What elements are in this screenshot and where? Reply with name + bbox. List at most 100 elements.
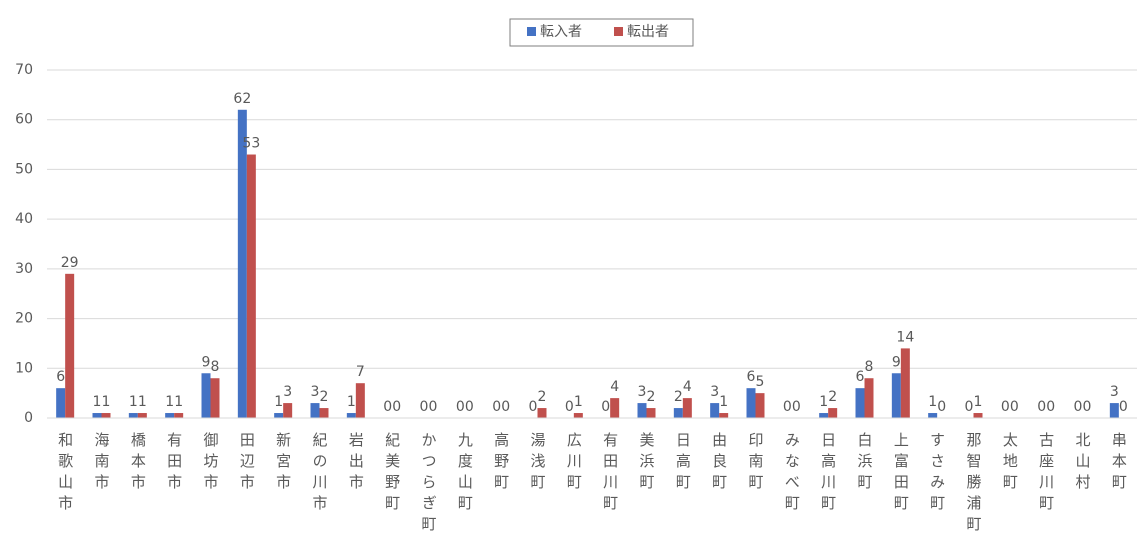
data-label: 0 bbox=[565, 399, 574, 415]
data-label: 3 bbox=[710, 384, 719, 400]
bar bbox=[855, 388, 865, 418]
data-label: 1 bbox=[719, 394, 728, 410]
data-label: 1 bbox=[165, 394, 174, 410]
x-tick-label: 印南町 bbox=[747, 432, 765, 495]
data-label: 3 bbox=[283, 384, 292, 400]
x-tick-label: 高野町 bbox=[492, 432, 510, 495]
data-label: 0 bbox=[1046, 399, 1055, 415]
data-label: 1 bbox=[102, 394, 111, 410]
bar bbox=[828, 408, 838, 418]
data-label: 14 bbox=[896, 329, 914, 345]
data-label: 8 bbox=[211, 359, 220, 375]
bar bbox=[755, 393, 765, 418]
x-tick-label: 太地町 bbox=[1001, 432, 1019, 495]
data-label: 0 bbox=[792, 399, 801, 415]
x-tick-label: 九度山町 bbox=[456, 432, 474, 516]
x-tick-label: 和歌山市 bbox=[56, 432, 74, 516]
data-label: 0 bbox=[392, 399, 401, 415]
legend-box bbox=[509, 18, 694, 47]
bar bbox=[346, 413, 356, 418]
data-label: 0 bbox=[492, 399, 501, 415]
y-tick-label: 70 bbox=[15, 62, 33, 78]
data-label: 0 bbox=[783, 399, 792, 415]
bar bbox=[355, 383, 365, 418]
x-tick-label: 紀の川市 bbox=[311, 432, 329, 516]
data-label: 0 bbox=[1119, 399, 1128, 415]
bar bbox=[319, 408, 329, 418]
data-label: 0 bbox=[937, 399, 946, 415]
data-label: 2 bbox=[674, 389, 683, 405]
bar bbox=[682, 398, 692, 418]
data-label: 1 bbox=[138, 394, 147, 410]
data-label: 9 bbox=[202, 354, 211, 370]
bar bbox=[646, 408, 656, 418]
data-label: 1 bbox=[819, 394, 828, 410]
bar bbox=[928, 413, 938, 418]
bar bbox=[283, 403, 293, 418]
legend-swatch bbox=[614, 27, 623, 36]
x-tick-label: 美浜町 bbox=[638, 432, 656, 495]
bar bbox=[637, 403, 647, 418]
data-label: 0 bbox=[429, 399, 438, 415]
bar bbox=[174, 413, 184, 418]
bar bbox=[210, 378, 220, 418]
data-label: 53 bbox=[242, 136, 260, 152]
data-label: 0 bbox=[1010, 399, 1019, 415]
data-label: 0 bbox=[456, 399, 465, 415]
x-tick-label: 田辺市 bbox=[238, 432, 256, 495]
data-label: 4 bbox=[610, 379, 619, 395]
legend-label: 転出者 bbox=[627, 24, 669, 40]
data-label: 0 bbox=[965, 399, 974, 415]
data-label: 0 bbox=[1074, 399, 1083, 415]
bar bbox=[56, 388, 66, 418]
data-label: 4 bbox=[683, 379, 692, 395]
data-label: 0 bbox=[601, 399, 610, 415]
bar bbox=[719, 413, 729, 418]
bar bbox=[246, 154, 256, 418]
x-tick-label: 海南市 bbox=[93, 432, 111, 495]
data-label: 1 bbox=[274, 394, 283, 410]
data-label: 3 bbox=[638, 384, 647, 400]
bar bbox=[101, 413, 111, 418]
data-label: 0 bbox=[1083, 399, 1092, 415]
data-label: 6 bbox=[56, 369, 65, 385]
bar bbox=[137, 413, 147, 418]
bar bbox=[92, 413, 102, 418]
x-tick-label: 新宮市 bbox=[274, 432, 292, 495]
x-tick-label: 那智勝浦町 bbox=[965, 432, 983, 535]
bar bbox=[673, 408, 683, 418]
y-tick-label: 40 bbox=[15, 211, 33, 227]
x-tick-label: 広川町 bbox=[565, 432, 583, 495]
data-label: 5 bbox=[756, 374, 765, 390]
x-tick-label: みなべ町 bbox=[783, 432, 801, 516]
x-tick-label: 紀美野町 bbox=[383, 432, 401, 516]
data-label: 3 bbox=[1110, 384, 1119, 400]
x-tick-label: 由良町 bbox=[710, 432, 728, 495]
x-tick-label: 日高川町 bbox=[819, 432, 837, 516]
bar bbox=[900, 348, 910, 418]
bar bbox=[128, 413, 138, 418]
data-label: 62 bbox=[233, 91, 251, 107]
x-tick-label: 串本町 bbox=[1110, 432, 1128, 495]
bar bbox=[819, 413, 829, 418]
data-label: 2 bbox=[647, 389, 656, 405]
bar bbox=[1109, 403, 1119, 418]
data-label: 3 bbox=[311, 384, 320, 400]
legend-label: 転入者 bbox=[540, 24, 582, 40]
x-tick-label: 有田市 bbox=[165, 432, 183, 495]
data-label: 8 bbox=[865, 359, 874, 375]
x-tick-label: 岩出市 bbox=[347, 432, 365, 495]
bar bbox=[201, 373, 211, 418]
bar bbox=[746, 388, 756, 418]
bar bbox=[537, 408, 547, 418]
data-label: 6 bbox=[856, 369, 865, 385]
bar bbox=[65, 273, 75, 418]
data-label: 0 bbox=[501, 399, 510, 415]
data-label: 29 bbox=[61, 255, 79, 271]
y-tick-label: 60 bbox=[15, 112, 33, 128]
data-label: 0 bbox=[1037, 399, 1046, 415]
bar bbox=[610, 398, 620, 418]
data-label: 1 bbox=[928, 394, 937, 410]
data-label: 9 bbox=[892, 354, 901, 370]
